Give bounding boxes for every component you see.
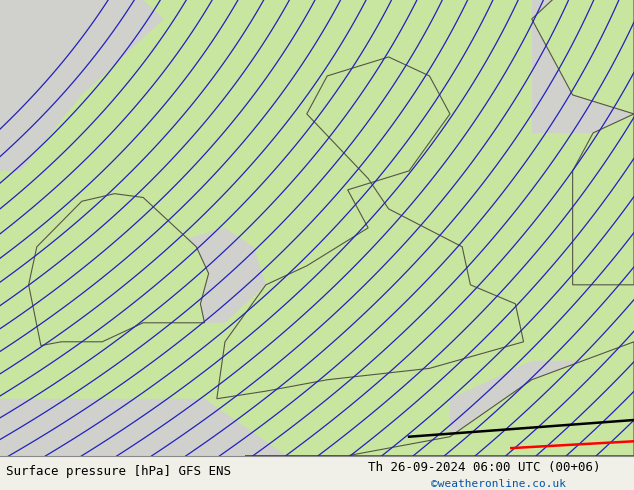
Text: Surface pressure [hPa] GFS ENS: Surface pressure [hPa] GFS ENS — [6, 465, 231, 478]
Polygon shape — [532, 0, 634, 114]
Polygon shape — [0, 0, 164, 171]
Polygon shape — [573, 114, 634, 285]
Text: ©weatheronline.co.uk: ©weatheronline.co.uk — [431, 479, 566, 489]
Text: Th 26-09-2024 06:00 UTC (00+06): Th 26-09-2024 06:00 UTC (00+06) — [368, 462, 600, 474]
Polygon shape — [217, 57, 524, 399]
Polygon shape — [0, 399, 287, 456]
Polygon shape — [532, 0, 634, 133]
Polygon shape — [450, 361, 634, 456]
Polygon shape — [29, 194, 209, 345]
Polygon shape — [184, 228, 266, 323]
Polygon shape — [0, 0, 634, 456]
Polygon shape — [245, 342, 634, 456]
